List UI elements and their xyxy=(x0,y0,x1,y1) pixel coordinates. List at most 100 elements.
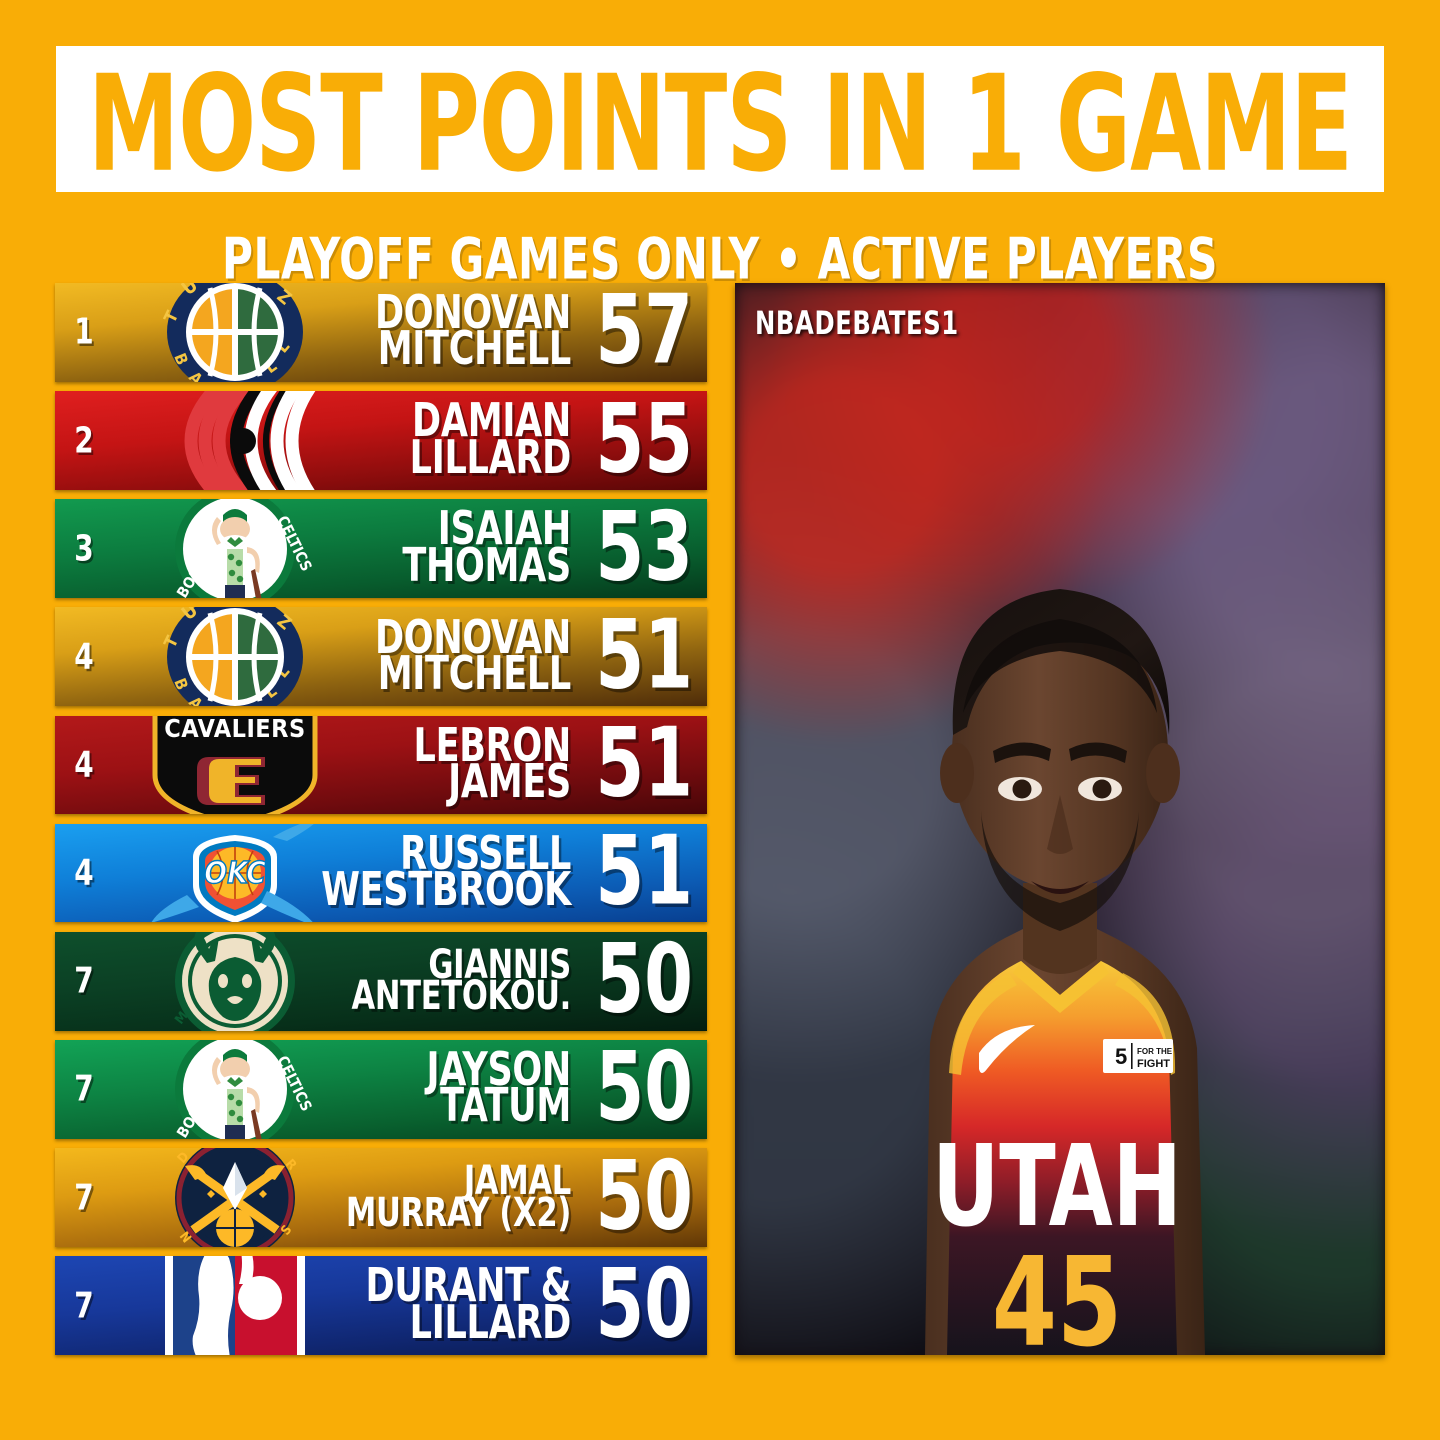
row-text: DAMIAN LILLARD 55 xyxy=(298,391,693,490)
player-name-line2: JAMES xyxy=(448,755,571,809)
leaderboard-row[interactable]: 2 DAMIAN LILLARD 55 xyxy=(55,391,707,490)
player-points: 50 xyxy=(595,931,693,1031)
svg-text:5: 5 xyxy=(1115,1044,1127,1069)
player-name-line1: DURANT & xyxy=(365,1260,571,1314)
page-subtitle: PLAYOFF GAMES ONLY • ACTIVE PLAYERS xyxy=(222,226,1218,294)
rank-number: 4 xyxy=(74,636,94,678)
player-name-line2: WESTBROOK xyxy=(321,863,571,918)
player-points: 51 xyxy=(595,715,693,815)
row-text: LEBRON JAMES 51 xyxy=(298,716,693,815)
leaderboard-row[interactable]: 1 U T B A Z L L DONOVAN MITCHELL xyxy=(55,283,707,382)
leaderboard-row[interactable]: 7 D R N S xyxy=(55,1148,707,1247)
row-text: DONOVAN MITCHELL 51 xyxy=(298,607,693,706)
player-name-line1: DAMIAN xyxy=(412,395,571,449)
player-name-line1: DONOVAN xyxy=(374,286,571,341)
jersey-patch: 5 FOR THE FIGHT xyxy=(1103,1039,1173,1073)
rank-number: 7 xyxy=(74,960,94,1002)
celtics-logo-icon: BOSTON CELTICS xyxy=(173,499,316,599)
team-logo: D R N S xyxy=(141,1148,329,1247)
rank-number: 4 xyxy=(74,852,94,894)
team-logo: M xyxy=(141,931,329,1031)
nike-swoosh-icon xyxy=(979,1025,1035,1073)
player-name-line1: RUSSELL xyxy=(400,827,571,881)
svg-text:FOR THE: FOR THE xyxy=(1137,1047,1173,1056)
watermark: NBADEBATES1 xyxy=(755,305,959,343)
leaderboard-row[interactable]: 4 OKC RUSSELL WESTBROOK 51 xyxy=(55,823,707,923)
leaderboard-row[interactable]: 4 U T B A Z L L DONOVAN MITCHELL xyxy=(55,607,707,707)
row-text: DURANT & LILLARD 50 xyxy=(298,1256,693,1355)
rank-number: 7 xyxy=(74,1284,94,1327)
player-name-line1: ISAIAH xyxy=(437,503,572,557)
player-name-line1: DONOVAN xyxy=(374,611,571,665)
player-points: 53 xyxy=(595,499,693,599)
player-name-line2: MITCHELL xyxy=(377,647,572,701)
jazz-logo-icon: U T B A Z L L xyxy=(161,283,303,382)
player-points: 50 xyxy=(595,1256,693,1356)
leaderboard-row[interactable]: 3 BOSTON CELTICS xyxy=(55,499,707,599)
team-logo: BOSTON CELTICS xyxy=(141,499,329,599)
team-logo xyxy=(141,391,329,490)
player-illustration: UTAH 45 5 FOR THE FIGHT xyxy=(925,589,1205,1355)
blazers-logo-icon xyxy=(184,391,316,490)
leaderboard-row[interactable]: 7 M GIANNIS ANTETOKOU. 50 xyxy=(55,931,707,1031)
rank-number: 3 xyxy=(74,527,94,570)
svg-text:CAVALIERS: CAVALIERS xyxy=(164,716,305,743)
player-photo-panel: UTAH 45 5 FOR THE FIGHT NBADEBATES1 xyxy=(735,283,1385,1355)
team-logo: U T B A Z L L xyxy=(141,283,329,382)
rank-number: 1 xyxy=(74,311,94,354)
player-name-line1: LEBRON xyxy=(413,719,572,773)
leaderboard-row[interactable]: 7 DURANT & LILLARD 50 xyxy=(55,1256,707,1356)
player-name: DAMIAN LILLARD xyxy=(409,395,572,485)
nuggets-logo-icon: D R N S xyxy=(175,1148,299,1247)
player-name-line2: LILLARD xyxy=(409,1296,572,1350)
rank-number: 4 xyxy=(74,744,94,786)
rank-number: 2 xyxy=(74,419,94,462)
team-logo: OKC xyxy=(141,823,329,923)
jersey-team-text: UTAH xyxy=(932,1122,1182,1252)
cavaliers-logo-icon: CAVALIERS xyxy=(152,715,318,815)
bucks-logo-icon: M xyxy=(172,931,295,1031)
player-points: 50 xyxy=(595,1148,693,1247)
nba-logo-icon xyxy=(165,1256,305,1356)
header: MOST POINTS IN 1 GAME PLAYOFF GAMES ONLY… xyxy=(0,0,1440,293)
player-name: JAMAL MURRAY (X2) xyxy=(345,1157,571,1236)
svg-text:FIGHT: FIGHT xyxy=(1137,1058,1170,1070)
player-name: JAYSON TATUM xyxy=(426,1043,571,1134)
page-title: MOST POINTS IN 1 GAME xyxy=(87,45,1353,202)
leaderboard-row[interactable]: 4 CAVALIERS LEBRON JAMES 51 xyxy=(55,715,707,815)
player-points: 50 xyxy=(595,1039,693,1139)
team-logo xyxy=(141,1256,329,1356)
player-name: GIANNIS ANTETOKOU. xyxy=(351,940,571,1020)
row-text: ISAIAH THOMAS 53 xyxy=(298,499,693,598)
player-name: DURANT & LILLARD xyxy=(365,1260,572,1350)
player-name-line2: TATUM xyxy=(440,1080,571,1134)
player-name-line2: MURRAY (X2) xyxy=(345,1188,571,1236)
row-text: JAYSON TATUM 50 xyxy=(298,1040,693,1139)
player-name-line2: ANTETOKOU. xyxy=(351,972,571,1020)
title-band: MOST POINTS IN 1 GAME xyxy=(56,46,1384,192)
player-points: 57 xyxy=(595,283,693,382)
rank-number: 7 xyxy=(74,1176,94,1219)
content-area: 1 U T B A Z L L DONOVAN MITCHELL xyxy=(0,283,1440,1358)
player-points: 51 xyxy=(595,823,693,923)
row-text: GIANNIS ANTETOKOU. 50 xyxy=(298,932,693,1031)
player-points: 55 xyxy=(595,391,693,490)
leaderboard-list: 1 U T B A Z L L DONOVAN MITCHELL xyxy=(55,283,707,1356)
jazz-logo-icon: U T B A Z L L xyxy=(161,607,303,707)
player-name-line1: JAYSON xyxy=(426,1043,571,1098)
thunder-logo-icon: OKC xyxy=(151,823,315,923)
svg-text:OKC: OKC xyxy=(204,856,266,891)
row-text: JAMAL MURRAY (X2) 50 xyxy=(298,1148,693,1247)
player-name-line1: GIANNIS xyxy=(428,940,571,989)
player-name-line1: JAMAL xyxy=(463,1157,571,1205)
player-name-line2: LILLARD xyxy=(409,431,572,485)
leaderboard-row[interactable]: 7 BOSTON CELTICS xyxy=(55,1039,707,1139)
player-name-line2: THOMAS xyxy=(402,539,571,593)
team-logo: BOSTON CELTICS xyxy=(141,1039,329,1139)
team-logo: U T B A Z L L xyxy=(141,607,329,707)
rank-number: 7 xyxy=(74,1068,94,1111)
row-text: RUSSELL WESTBROOK 51 xyxy=(298,824,693,923)
row-text: DONOVAN MITCHELL 57 xyxy=(298,283,693,382)
player-name: DONOVAN MITCHELL xyxy=(374,286,572,377)
player-name-line2: MITCHELL xyxy=(377,323,572,377)
